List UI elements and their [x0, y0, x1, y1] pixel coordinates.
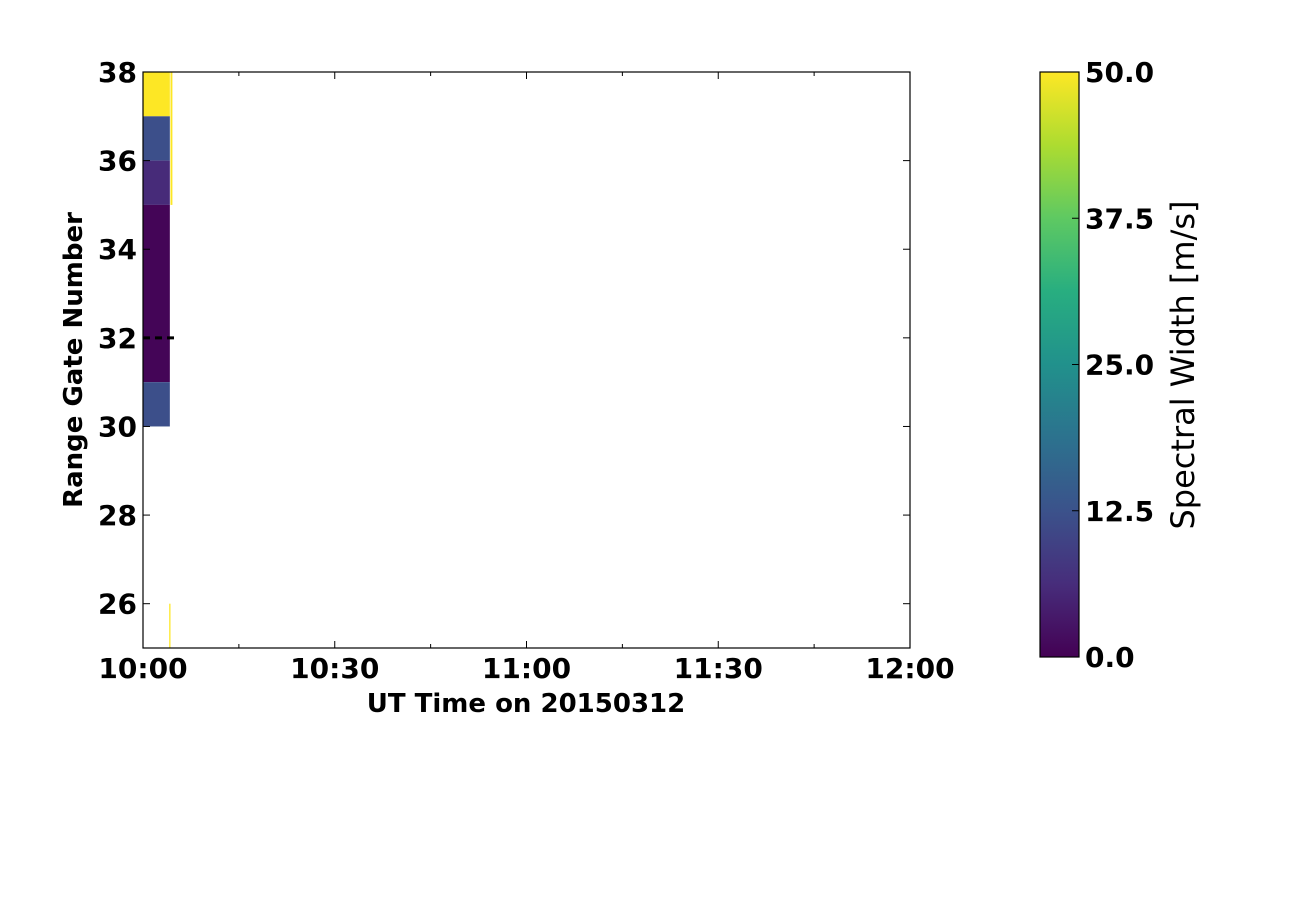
colorbar-tick-label: 37.5 — [1085, 202, 1154, 235]
colorbar-label: Spectral Width [m/s] — [1164, 200, 1202, 529]
y-tick-label: 26 — [98, 588, 137, 621]
x-tick-label: 12:00 — [865, 652, 954, 685]
y-tick-label: 28 — [98, 499, 137, 532]
y-tick-label: 34 — [98, 233, 137, 266]
heatmap-cell — [143, 72, 170, 117]
heatmap-cell — [143, 382, 170, 427]
colorbar-tick-label: 0.0 — [1085, 641, 1135, 674]
x-tick-label: 10:30 — [290, 652, 379, 685]
heatmap-cell — [143, 116, 170, 161]
heatmap-cell — [143, 204, 170, 383]
x-axis: 10:00 10:30 11:00 11:30 12:00 — [98, 72, 955, 685]
x-axis-label: UT Time on 20150312 — [367, 689, 685, 719]
heatmap-cell — [170, 72, 173, 205]
heatmap-cell — [169, 603, 171, 648]
colorbar-tick-label: 12.5 — [1085, 495, 1154, 528]
heatmap-cells — [143, 72, 173, 648]
y-tick-label: 36 — [98, 145, 137, 178]
colorbar-tick-label: 50.0 — [1085, 56, 1154, 89]
y-axis: 26 28 30 32 34 36 38 — [98, 56, 910, 621]
colorbar-tick-label: 25.0 — [1085, 349, 1154, 382]
x-tick-label: 10:00 — [98, 652, 187, 685]
heatmap-cell — [143, 160, 170, 205]
plot-frame — [142, 71, 911, 649]
y-tick-label: 32 — [98, 322, 137, 355]
y-tick-label: 30 — [98, 410, 137, 443]
y-axis-label: Range Gate Number — [59, 212, 89, 508]
x-tick-label: 11:30 — [674, 652, 763, 685]
y-tick-label: 38 — [98, 56, 137, 89]
colorbar-ticks: 0.0 12.5 25.0 37.5 50.0 — [1072, 56, 1154, 674]
x-tick-label: 11:00 — [482, 652, 571, 685]
